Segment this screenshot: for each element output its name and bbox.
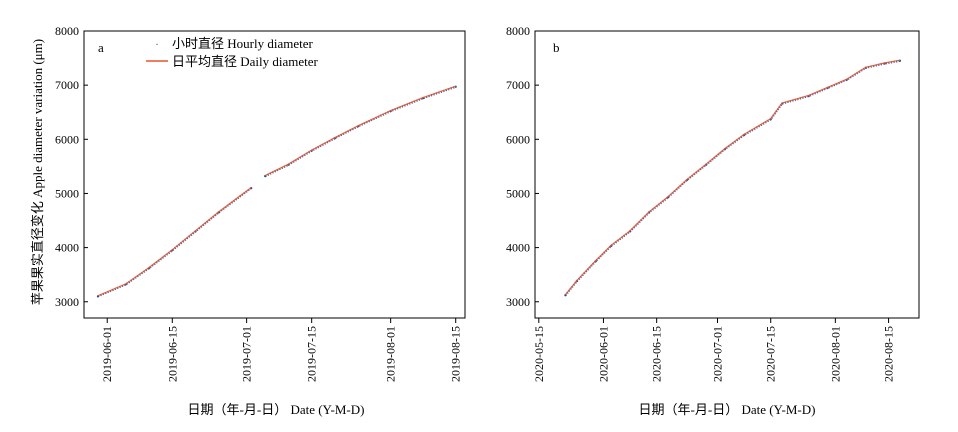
daily-diameter-line (264, 85, 456, 177)
x-tick-label: 2019-07-15 (305, 326, 319, 382)
y-tick-label: 5000 (55, 186, 79, 200)
x-tick-label: 2019-07-01 (240, 326, 254, 382)
y-tick-label: 4000 (55, 241, 79, 255)
x-tick-label: 2020-08-15 (882, 326, 896, 382)
daily-diameter-line (97, 187, 252, 297)
legend-daily-label: 日平均直径 Daily diameter (172, 54, 319, 69)
panel-letter: b (553, 40, 560, 55)
x-tick-label: 2020-08-01 (828, 326, 842, 382)
y-axis-label: 苹果果实直径变化 Apple diameter variation (μm) (30, 39, 45, 305)
panel-b: 3000 4000 5000 6000 7000 8000 2020-05-15 2020-0… (506, 24, 920, 382)
plot-frame (83, 30, 466, 319)
hourly-diameter-points (564, 59, 901, 296)
x-tick-label: 2019-08-15 (449, 326, 463, 382)
y-tick-label: 6000 (506, 132, 530, 146)
x-axis-label-b: 日期（年-月-日） Date (Y-M-D) (639, 402, 816, 417)
panel-letter: a (98, 40, 104, 55)
y-tick-label: 7000 (506, 78, 530, 92)
y-tick-label: 3000 (506, 295, 530, 309)
panel-a: 3000 4000 5000 6000 7000 8000 2019-06-01 2019-0… (55, 24, 466, 382)
legend-hourly-label: 小时直径 Hourly diameter (172, 36, 313, 51)
x-tick-label: 2020-07-15 (764, 326, 778, 382)
x-tick-label: 2020-06-01 (596, 326, 610, 382)
daily-diameter-line (564, 59, 901, 296)
x-tick-label: 2020-07-01 (710, 326, 724, 382)
y-tick-label: 7000 (55, 78, 79, 92)
legend-hourly-marker: · (155, 40, 158, 51)
x-tick-label: 2019-06-15 (165, 326, 179, 382)
y-tick-label: 4000 (506, 241, 530, 255)
x-tick-label: 2020-05-15 (532, 326, 546, 382)
x-axis-label-a: 日期（年-月-日） Date (Y-M-D) (188, 402, 365, 417)
plot-frame (534, 30, 920, 319)
y-tick-label: 6000 (55, 132, 79, 146)
x-tick-label: 2020-06-15 (650, 326, 664, 382)
hourly-diameter-points (264, 85, 457, 178)
y-tick-label: 3000 (55, 295, 79, 309)
y-tick-label: 8000 (55, 24, 79, 38)
x-tick-label: 2019-06-01 (100, 326, 114, 382)
y-tick-label: 5000 (506, 186, 530, 200)
x-tick-label: 2019-08-01 (384, 326, 398, 382)
y-tick-label: 8000 (506, 24, 530, 38)
